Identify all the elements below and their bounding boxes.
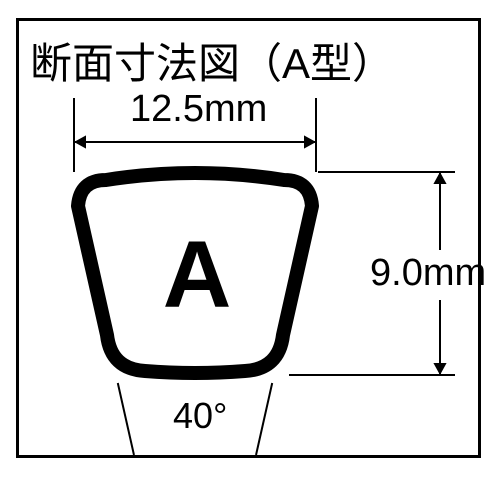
width-arrow-left (74, 135, 86, 148)
angle-line-right (256, 383, 272, 455)
width-arrow-right (304, 135, 316, 148)
cross-section-drawing: A (0, 0, 500, 500)
height-arrow-bottom (433, 363, 446, 375)
height-arrow-top (433, 172, 446, 184)
belt-type-letter: A (163, 222, 232, 328)
angle-line-left (118, 383, 134, 455)
